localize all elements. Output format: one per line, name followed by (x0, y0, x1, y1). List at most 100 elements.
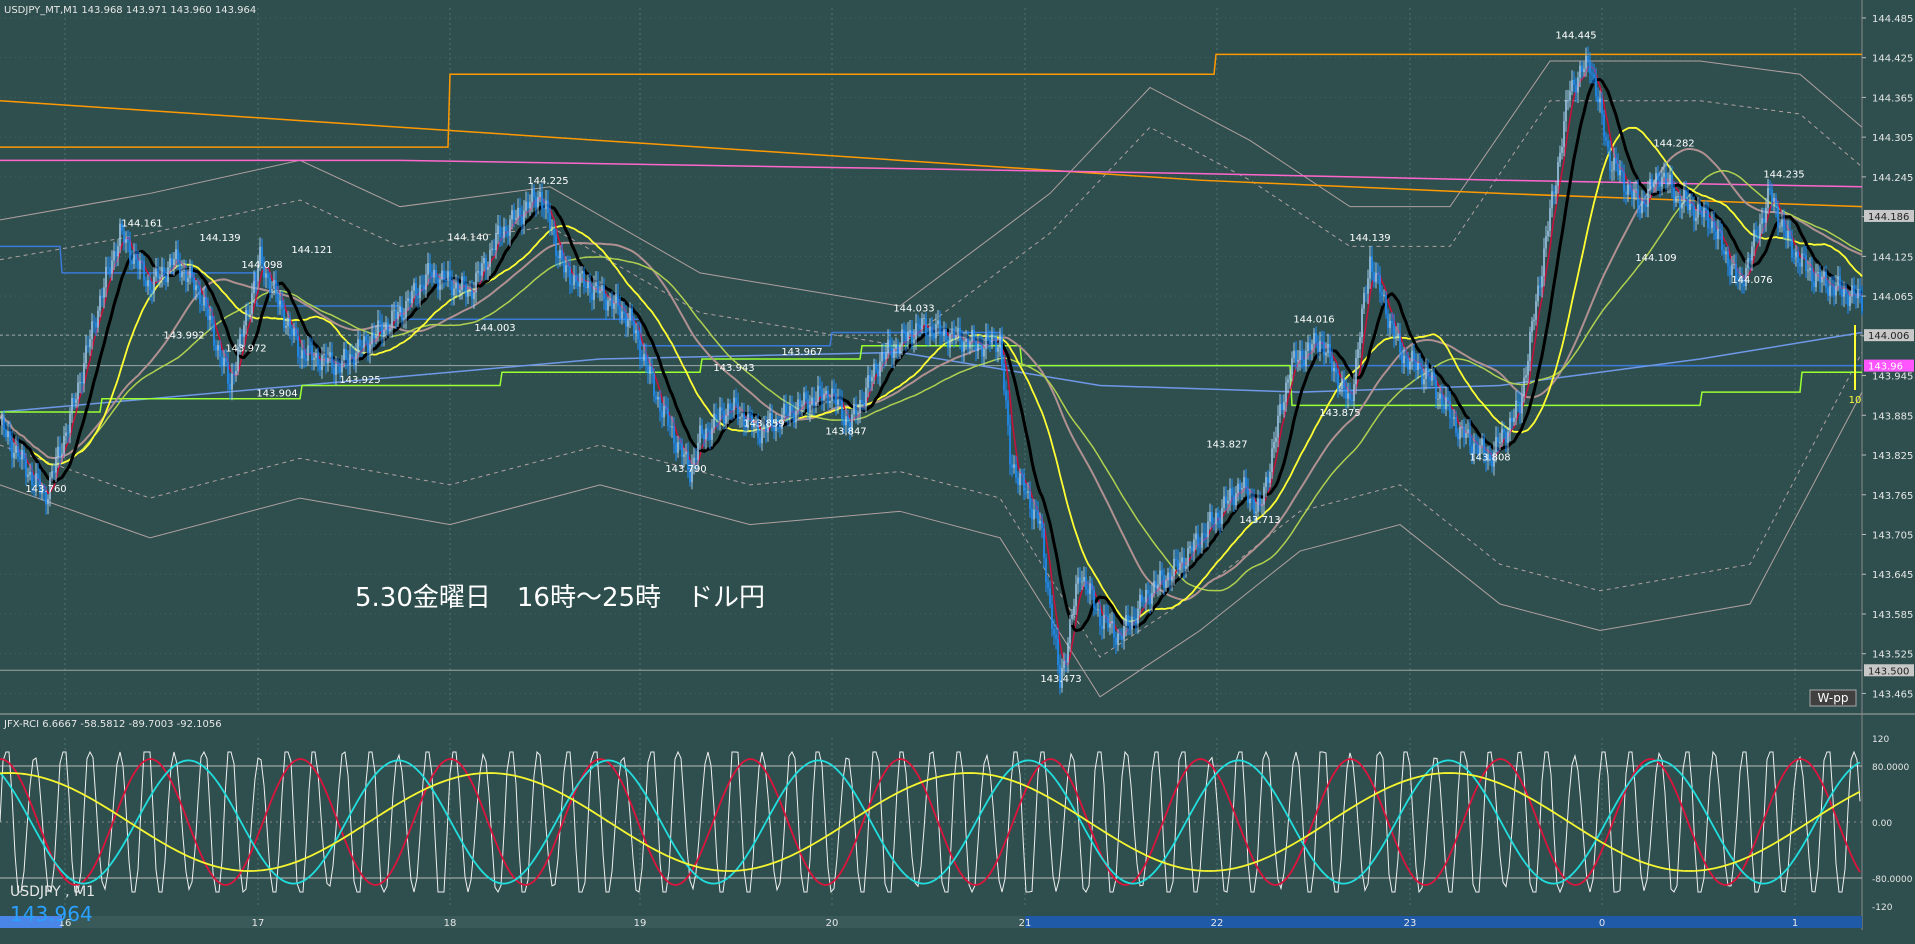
candle-body (707, 428, 709, 431)
candle-body (1351, 399, 1353, 402)
x-tick-label: 20 (826, 918, 839, 929)
candle-body (1039, 520, 1041, 524)
candle-body (959, 327, 961, 341)
candle-body (1621, 170, 1623, 173)
candle-body (1409, 361, 1411, 370)
candle-body (859, 399, 861, 414)
candle-body (1101, 625, 1103, 629)
candle-body (431, 272, 433, 278)
candle-body (1283, 402, 1285, 411)
candle-body (1739, 277, 1741, 280)
candle-body (1345, 388, 1347, 399)
envelope-lower-line (0, 391, 1863, 698)
candle-body (279, 300, 281, 305)
candle-body (451, 280, 453, 296)
candle-body (1639, 207, 1641, 214)
candle-body (623, 311, 625, 314)
candle-body (1663, 172, 1665, 177)
candle-body (1305, 351, 1307, 367)
candle-body (1705, 207, 1707, 211)
wpp-button[interactable]: W-pp (1809, 689, 1857, 707)
rci-tick-label: -120 (1872, 903, 1893, 913)
candle-body (1301, 350, 1303, 360)
candle-body (899, 346, 901, 354)
candle-body (1803, 253, 1805, 256)
candle-body (887, 339, 889, 354)
candle-body (1825, 271, 1827, 288)
candle-body (977, 343, 979, 352)
candle-body (59, 446, 61, 456)
candle-body (473, 292, 475, 299)
candle-body (1423, 379, 1425, 385)
candle-body (95, 322, 97, 328)
candle-body (1413, 350, 1415, 362)
rci-panel: 120 80.0000 0.00 -80.0000 -120 (0, 735, 1913, 913)
candle-body (1641, 200, 1643, 214)
candle-body (147, 280, 149, 287)
candle-body (1111, 620, 1113, 624)
candle-body (921, 318, 923, 329)
candle-body (907, 331, 909, 342)
price-tag-label: 143.500 (1868, 666, 1909, 677)
candle-body (199, 288, 201, 305)
price-label: 144.139 (199, 233, 240, 244)
candle-body (1217, 512, 1219, 518)
candle-body (1131, 616, 1133, 630)
candle-body (1725, 251, 1727, 255)
candle-body (1261, 504, 1263, 506)
candle-body (759, 437, 761, 444)
candle-body (155, 268, 157, 277)
candle-body (1779, 226, 1781, 228)
candle-body (213, 323, 215, 346)
candle-body (1667, 182, 1669, 185)
candle-body (1341, 378, 1343, 390)
candle-body (1369, 256, 1371, 279)
candle-body (1259, 498, 1261, 506)
candle-body (1279, 403, 1281, 416)
candle-body (387, 322, 389, 332)
candle-body (995, 336, 997, 352)
candle-body (957, 327, 959, 336)
candle-body (771, 413, 773, 427)
candle-body (1579, 65, 1581, 78)
candle-body (1051, 604, 1053, 629)
candle-body (1771, 189, 1773, 202)
candle-body (517, 207, 519, 218)
candle-body (1821, 276, 1823, 283)
candle-body (1553, 191, 1555, 194)
candle-body (793, 412, 795, 423)
candle-body (1089, 583, 1091, 594)
candle-body (91, 321, 93, 340)
candle-body (335, 363, 337, 375)
candle-body (307, 345, 309, 361)
candle-body (663, 405, 665, 418)
candle-body (1389, 320, 1391, 328)
candle-body (397, 311, 399, 320)
candle-body (471, 290, 473, 299)
candle-body (1073, 606, 1075, 615)
candle-body (1095, 608, 1097, 610)
candle-body (365, 336, 367, 341)
candle-body (9, 431, 11, 442)
candle-body (799, 399, 801, 407)
price-label: 143.808 (1469, 452, 1510, 463)
candle-body (703, 434, 705, 440)
candle-body (1645, 204, 1647, 207)
candle-body (519, 207, 521, 217)
candle-body (1213, 523, 1215, 525)
candle-body (801, 404, 803, 407)
candle-body (303, 350, 305, 359)
candle-body (1109, 623, 1111, 628)
candle-body (1613, 157, 1615, 171)
candle-body (247, 310, 249, 315)
candle-body (1471, 445, 1473, 454)
candle-body (1165, 580, 1167, 588)
candle-body (1749, 258, 1751, 261)
candle-body (1177, 560, 1179, 571)
candle-body (1027, 491, 1029, 493)
candle-body (717, 419, 719, 421)
candle-body (469, 290, 471, 292)
candle-body (163, 267, 165, 276)
